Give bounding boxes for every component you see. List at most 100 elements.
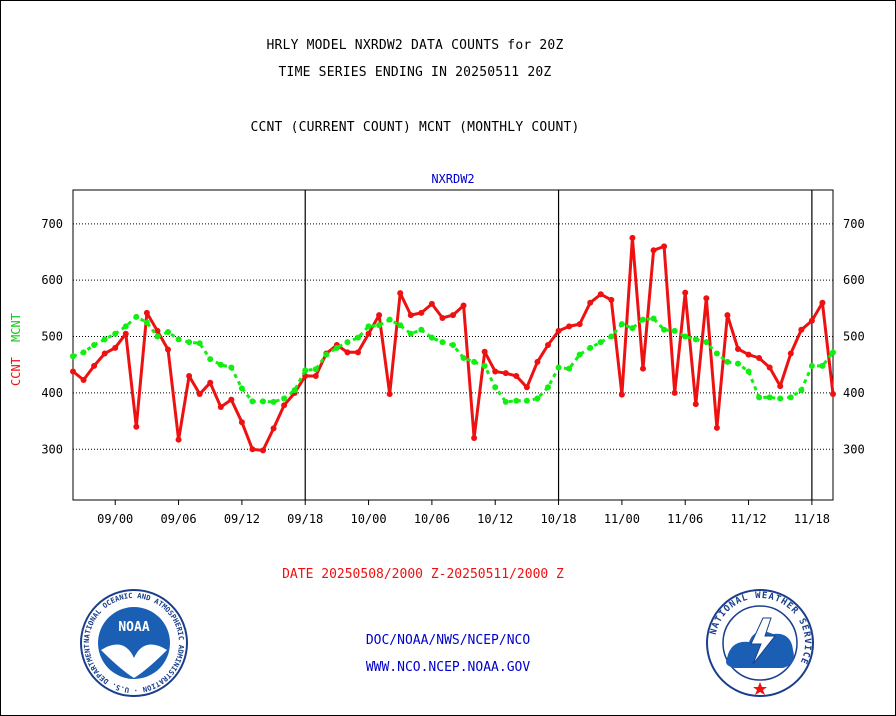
ccnt-point — [703, 295, 710, 302]
ccnt-point — [471, 435, 478, 441]
ccnt-point — [650, 247, 657, 254]
ccnt-point — [228, 396, 235, 403]
mcnt-point — [587, 344, 594, 351]
mcnt-point — [80, 349, 87, 356]
mcnt-point — [545, 384, 551, 391]
ccnt-point — [217, 404, 224, 410]
ccnt-point — [671, 389, 678, 396]
footer-url[interactable]: WWW.NCO.NCEP.NOAA.GOV — [365, 660, 531, 675]
mcnt-point — [777, 395, 784, 402]
mcnt-point — [566, 365, 573, 372]
mcnt-point — [154, 333, 161, 340]
x-tick-label: 09/12 — [224, 512, 260, 526]
mcnt-point — [608, 333, 615, 340]
mcnt-point — [713, 350, 720, 357]
mcnt-point — [629, 325, 636, 332]
x-tick-label: 09/06 — [160, 512, 196, 526]
ccnt-point — [122, 330, 129, 337]
mcnt-point — [640, 316, 646, 323]
y-tick-label-left: 500 — [41, 330, 63, 344]
ccnt-point — [492, 368, 499, 375]
mcnt-point — [91, 342, 98, 348]
mcnt-point — [217, 361, 224, 368]
ccnt-point — [756, 354, 763, 361]
ccnt-point — [386, 391, 393, 398]
ccnt-point — [238, 419, 245, 426]
ccnt-point — [91, 362, 98, 369]
plot-title: NXRDW2 — [431, 172, 474, 186]
ccnt-point — [787, 350, 794, 357]
y-tick-label-right: 400 — [843, 386, 865, 400]
y-tick-label-right: 600 — [843, 273, 865, 287]
x-axis-date-label: DATE 20250508/2000 Z-20250511/2000 Z — [282, 567, 564, 582]
ccnt-point — [418, 309, 425, 316]
x-tick-label: 11/00 — [604, 512, 640, 526]
ccnt-point — [777, 383, 784, 390]
ccnt-point — [566, 323, 573, 330]
mcnt-point — [122, 323, 129, 330]
ccnt-point — [766, 364, 773, 371]
ccnt-point — [249, 446, 256, 453]
x-tick-label: 09/18 — [287, 512, 323, 526]
ccnt-point — [428, 300, 435, 307]
mcnt-point — [671, 327, 678, 334]
ccnt-point — [355, 349, 361, 356]
ccnt-point — [281, 402, 288, 409]
ccnt-point — [513, 373, 520, 379]
ccnt-point — [808, 317, 815, 324]
mcnt-point — [344, 339, 351, 346]
y-tick-label-left: 400 — [41, 386, 63, 400]
mcnt-point — [418, 326, 425, 333]
ccnt-point — [154, 327, 161, 334]
ccnt-point — [682, 289, 689, 296]
mcnt-point — [492, 384, 499, 391]
ccnt-point — [397, 290, 404, 297]
mcnt-point — [238, 385, 245, 392]
ccnt-point — [312, 373, 319, 379]
mcnt-point — [386, 316, 393, 323]
mcnt-point — [808, 362, 815, 369]
mcnt-point — [439, 339, 446, 346]
ccnt-point — [133, 423, 140, 430]
chart: 300 300 400 400 500 500 600 600 700 700 09/00 09/06… — [9, 172, 865, 582]
ccnt-point — [270, 425, 277, 432]
mcnt-point — [597, 339, 604, 346]
mcnt-point — [133, 313, 140, 320]
ccnt-point — [724, 312, 731, 319]
mcnt-point — [555, 364, 562, 371]
y-tick-label-right: 500 — [843, 330, 865, 344]
plot-area — [72, 189, 834, 501]
ccnt-point — [534, 358, 541, 365]
ccnt-point — [587, 299, 594, 306]
y-tick-label-right: 700 — [843, 217, 865, 231]
ccnt-point — [481, 348, 488, 355]
ccnt-point — [260, 447, 266, 454]
ccnt-point — [576, 321, 583, 328]
mcnt-point — [618, 321, 625, 328]
mcnt-point — [787, 394, 794, 401]
noaa-logo: NATIONAL OCEANIC AND ATMOSPHERIC ADMINIS… — [79, 588, 188, 697]
mcnt-point — [502, 398, 509, 405]
ccnt-point — [165, 346, 171, 353]
ccnt-point — [830, 391, 836, 398]
ccnt-point — [101, 350, 108, 357]
ccnt-point — [735, 345, 741, 352]
ccnt-point — [661, 243, 668, 250]
ccnt-point — [502, 370, 509, 377]
mcnt-point — [196, 340, 203, 347]
noaa-logo-text: NOAA — [118, 620, 149, 635]
ccnt-point — [608, 296, 615, 303]
x-tick-label: 09/00 — [97, 512, 133, 526]
ccnt-point — [186, 373, 193, 379]
mcnt-point — [260, 398, 266, 405]
ccnt-point — [376, 312, 383, 319]
chart-title-line1: HRLY MODEL NXRDW2 DATA COUNTS for 20Z — [266, 38, 564, 53]
mcnt-point — [207, 356, 214, 363]
x-tick-label: 11/12 — [730, 512, 766, 526]
mcnt-point — [735, 360, 741, 367]
mcnt-point — [281, 395, 288, 402]
footer-org: DOC/NOAA/NWS/NCEP/NCO — [365, 633, 531, 648]
ccnt-point — [555, 327, 562, 334]
ccnt-point — [80, 376, 87, 383]
mcnt-point — [576, 351, 583, 358]
